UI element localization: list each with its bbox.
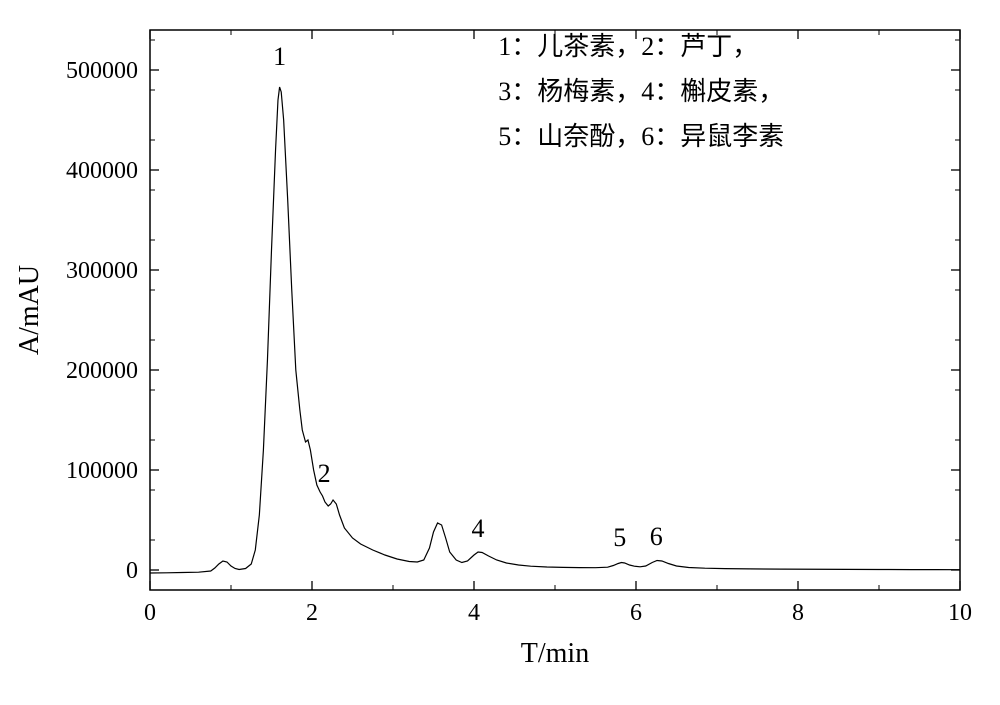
x-tick-label: 6 [630, 600, 642, 626]
chromatogram-chart: 0 2 4 6 8 10 0 100000 200000 300000 400000 500000 1 2… [0, 0, 1000, 705]
peak-label: 2 [318, 459, 331, 488]
y-tick-label: 300000 [66, 258, 138, 284]
x-tick-label: 2 [306, 600, 318, 626]
legend-line: 1：儿茶素，2：芦丁， [498, 32, 758, 61]
peak-label: 6 [650, 522, 663, 551]
legend-line: 3：杨梅素，4：槲皮素， [498, 77, 784, 106]
x-axis-title: T/min [521, 638, 589, 669]
y-tick-label: 500000 [66, 58, 138, 84]
peak-label: 1 [273, 42, 286, 71]
y-tick-label: 200000 [66, 358, 138, 384]
y-tick-label: 0 [126, 558, 138, 584]
x-tick-label: 0 [144, 600, 156, 626]
peak-label: 5 [613, 523, 626, 552]
legend-line: 5：山奈酚，6：异鼠李素 [498, 122, 784, 151]
y-tick-label: 100000 [66, 458, 138, 484]
x-tick-label: 4 [468, 600, 480, 626]
x-tick-label: 10 [948, 600, 972, 626]
x-tick-label: 8 [792, 600, 804, 626]
y-axis-title: A/mAU [14, 265, 45, 355]
y-tick-label: 400000 [66, 158, 138, 184]
peak-label: 4 [472, 514, 485, 543]
